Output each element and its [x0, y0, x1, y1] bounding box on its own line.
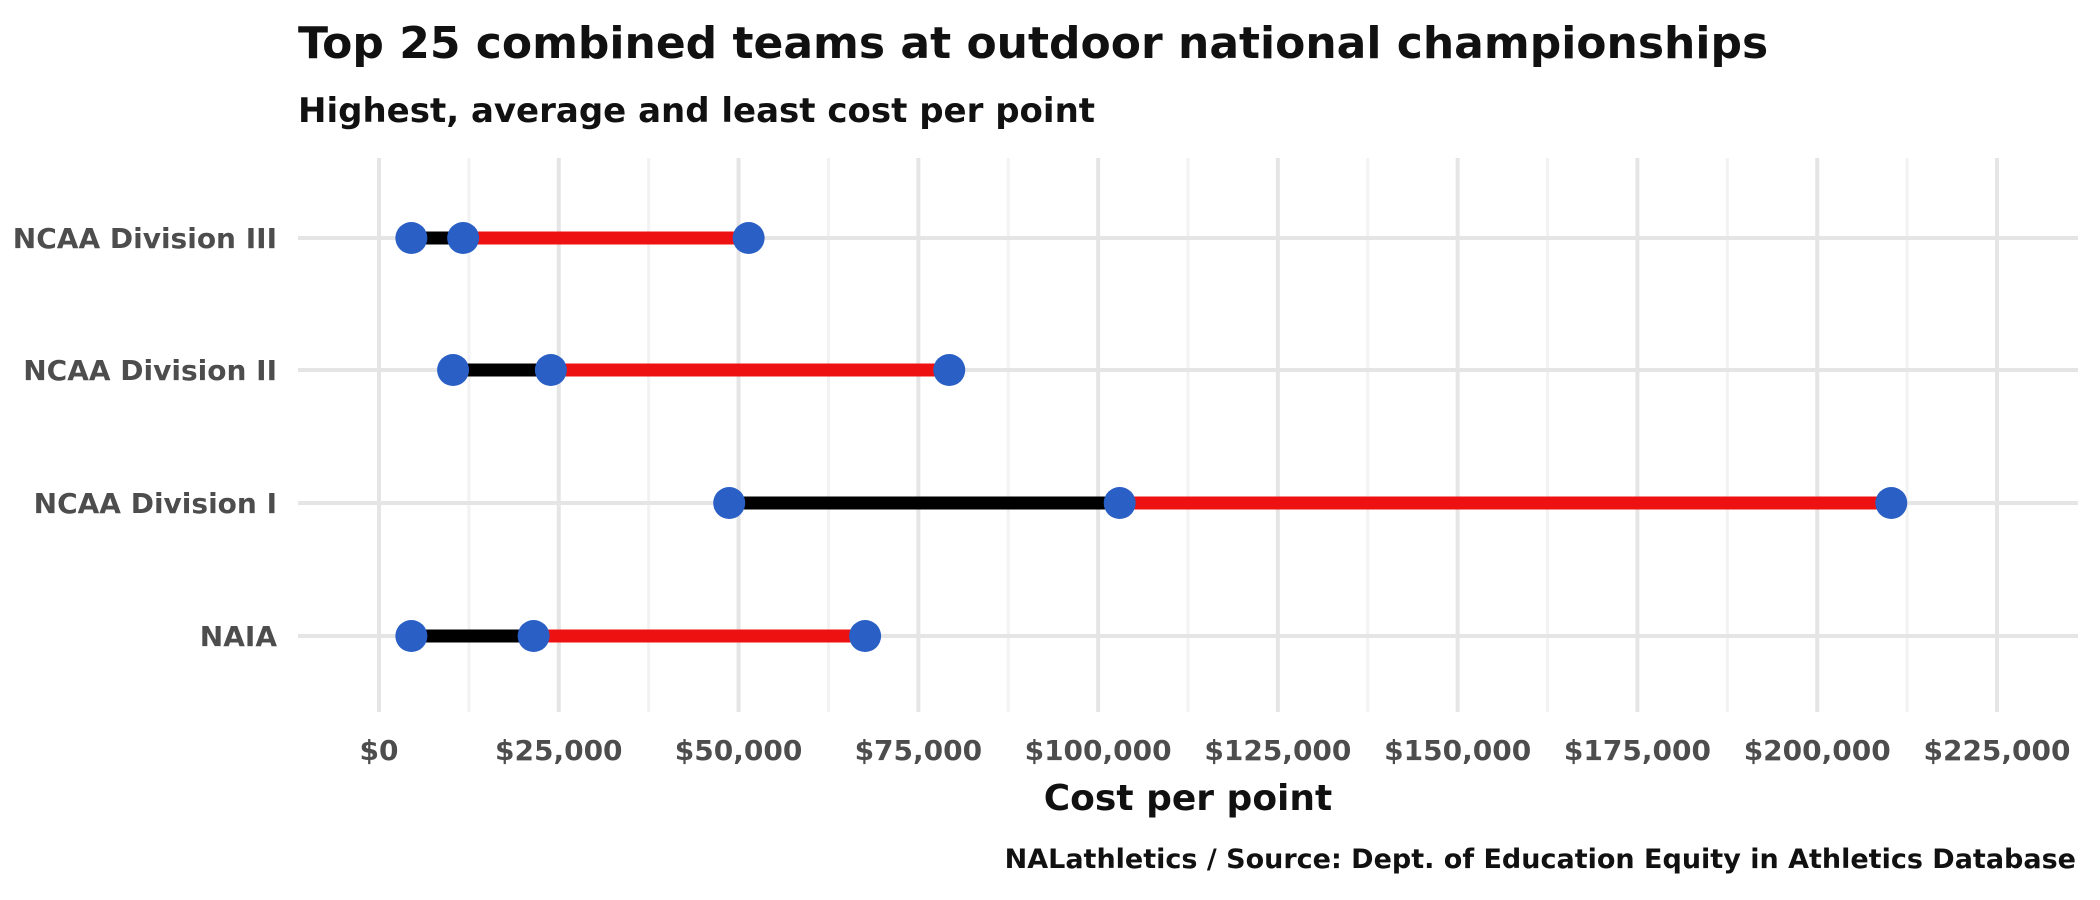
x-tick-label: $75,000 — [855, 734, 983, 767]
x-tick-label: $125,000 — [1204, 734, 1351, 767]
chart-caption: NALathletics / Source: Dept. of Educatio… — [1005, 844, 2076, 875]
highest-point — [849, 620, 882, 652]
average-point — [517, 620, 550, 652]
highest-point — [1875, 487, 1908, 519]
category-label: NCAA Division I — [34, 487, 277, 520]
category-label: NCAA Division III — [13, 222, 277, 255]
x-tick-label: $175,000 — [1564, 734, 1711, 767]
x-tick-label: $225,000 — [1923, 734, 2070, 767]
x-tick-label: $200,000 — [1744, 734, 1891, 767]
chart-subtitle: Highest, average and least cost per poin… — [298, 91, 1095, 131]
chart-title: Top 25 combined teams at outdoor nationa… — [298, 18, 1768, 69]
x-tick-label: $50,000 — [675, 734, 803, 767]
least-point — [395, 222, 428, 254]
x-tick-label: $0 — [360, 734, 399, 767]
average-point — [1103, 487, 1136, 519]
least-point — [395, 620, 428, 652]
average-point — [447, 222, 480, 254]
highest-point — [933, 354, 966, 386]
x-tick-label: $150,000 — [1384, 734, 1531, 767]
highest-point — [732, 222, 765, 254]
category-label: NCAA Division II — [23, 354, 277, 387]
data-points — [395, 222, 1908, 652]
average-point — [534, 354, 567, 386]
x-axis-title: Cost per point — [1044, 778, 1332, 819]
least-point — [437, 354, 470, 386]
data-segments — [411, 231, 1892, 643]
category-labels: NCAA Division III NCAA Division II NCAA Di… — [13, 222, 278, 653]
x-tick-labels: $0 $25,000 $50,000 $75,000 $100,000 $125,000 $… — [360, 734, 2071, 767]
x-tick-label: $25,000 — [495, 734, 623, 767]
category-label: NAIA — [200, 620, 278, 653]
x-tick-label: $100,000 — [1025, 734, 1172, 767]
least-point — [713, 487, 746, 519]
